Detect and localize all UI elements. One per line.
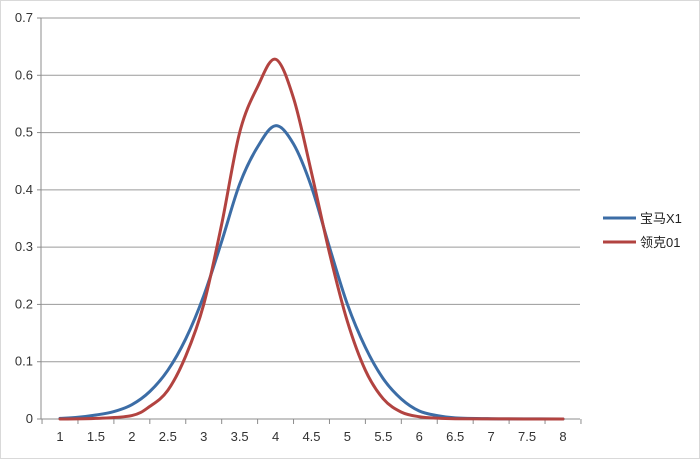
y-tick-label: 0.1 [15,354,33,369]
series-lines [58,57,565,421]
x-tick-label: 8 [559,429,566,444]
x-tick-label: 3.5 [231,429,249,444]
x-tick-label: 1 [56,429,63,444]
gridlines [41,17,580,420]
y-tick-label: 0.5 [15,125,33,140]
legend-label-2: 领克01 [640,235,680,250]
y-axis: 0 0.1 0.2 0.3 0.4 0.5 0.6 0.7 [15,10,42,426]
series-line-2 [58,57,565,421]
y-tick-label: 0.7 [15,10,33,25]
x-tick-label: 4 [272,429,279,444]
x-tick-label: 7.5 [518,429,536,444]
y-tick-label: 0.4 [15,182,33,197]
x-tick-label: 5 [344,429,351,444]
legend-label-1: 宝马X1 [640,211,682,226]
x-tick-label: 6 [416,429,423,444]
x-tick-label: 7 [488,429,495,444]
x-tick-label: 3 [200,429,207,444]
y-tick-label: 0.3 [15,239,33,254]
y-tick-label: 0 [26,411,33,426]
x-tick-label: 6.5 [446,429,464,444]
x-tick-label: 2 [128,429,135,444]
x-axis: 1 1.5 2 2.5 3 3.5 4 4.5 5 5.5 6 6.5 7 7.5 8 [41,419,582,444]
y-tick-label: 0.2 [15,296,33,311]
x-tick-label: 4.5 [302,429,320,444]
series-line-1 [58,124,565,421]
legend: 宝马X1 领克01 [603,211,682,250]
x-tick-label: 5.5 [374,429,392,444]
y-tick-label: 0.6 [15,67,33,82]
x-tick-label: 2.5 [159,429,177,444]
x-tick-label: 1.5 [87,429,105,444]
